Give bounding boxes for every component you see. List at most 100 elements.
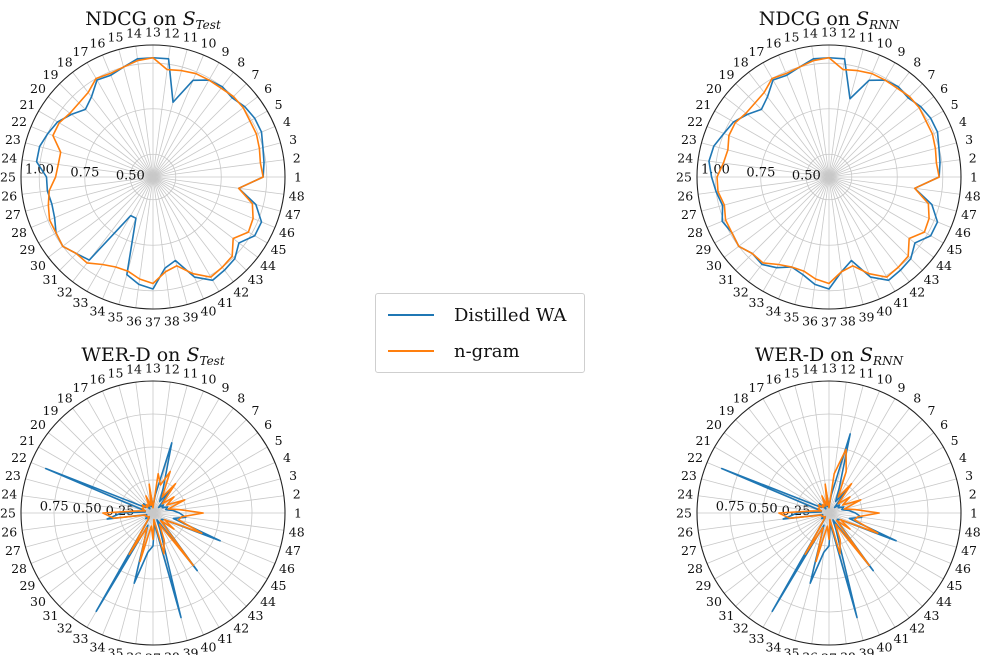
category-label: 39 <box>183 646 199 655</box>
category-label: 17 <box>73 44 89 59</box>
category-label: 44 <box>260 258 276 273</box>
category-label: 9 <box>222 380 230 395</box>
category-label: 30 <box>706 594 722 609</box>
category-label: 13 <box>821 361 837 376</box>
category-label: 29 <box>695 242 711 257</box>
category-label: 3 <box>289 132 297 147</box>
r-tick-label: 0.75 <box>40 500 69 515</box>
category-label: 42 <box>233 285 249 300</box>
spoke-gridline <box>25 142 154 178</box>
category-label: 16 <box>766 36 782 51</box>
category-label: 19 <box>719 403 735 418</box>
category-label: 45 <box>947 578 963 593</box>
category-label: 8 <box>913 54 921 69</box>
spoke-gridline <box>38 176 154 244</box>
polar-frame <box>696 44 962 310</box>
spoke-gridline <box>152 96 258 178</box>
spoke-gridline <box>778 176 830 300</box>
category-label: 30 <box>30 594 46 609</box>
category-label: 2 <box>293 151 301 166</box>
category-label: 38 <box>840 313 856 328</box>
category-label: 36 <box>802 649 818 655</box>
spoke-gridline <box>48 96 154 178</box>
category-label: 5 <box>951 97 959 112</box>
category-label: 2 <box>969 151 977 166</box>
spoke-gridline <box>135 46 154 178</box>
category-label: 25 <box>676 506 692 521</box>
category-label: 48 <box>289 188 305 203</box>
category-label: 38 <box>164 313 180 328</box>
category-label: 12 <box>164 26 180 41</box>
spoke-gridline <box>706 126 830 178</box>
spoke-gridline <box>828 176 864 305</box>
r-tick-label: 0.50 <box>749 502 778 517</box>
category-label: 21 <box>19 97 35 112</box>
category-label: 6 <box>940 81 948 96</box>
spoke-gridline <box>698 159 830 178</box>
ring-gridline <box>805 153 853 201</box>
title-var: S <box>856 8 870 30</box>
category-label: 1 <box>294 506 302 521</box>
category-label: 1 <box>970 170 978 185</box>
legend-label: Distilled WA <box>454 304 567 326</box>
category-label: 11 <box>859 29 875 44</box>
spoke-gridline <box>828 83 923 178</box>
category-label: 18 <box>57 390 73 405</box>
category-label: 13 <box>821 25 837 40</box>
category-label: 43 <box>248 608 264 623</box>
spoke-gridline <box>748 72 830 178</box>
category-label: 41 <box>218 631 234 646</box>
radar-chart-1: 0.500.751.00 1234567891011121314151617181… <box>676 25 981 330</box>
category-label: 43 <box>924 272 940 287</box>
category-label: 25 <box>0 506 16 521</box>
spoke-gridline <box>102 176 154 300</box>
category-label: 37 <box>145 651 161 655</box>
title-main: NDCG on <box>85 8 183 30</box>
polar-frame <box>696 380 962 646</box>
category-label: 32 <box>733 285 749 300</box>
category-label: 32 <box>733 621 749 636</box>
category-label: 20 <box>706 417 722 432</box>
spoke-gridline <box>811 46 830 178</box>
category-label: 43 <box>924 608 940 623</box>
category-label: 20 <box>706 81 722 96</box>
spoke-gridline <box>828 176 847 308</box>
category-label: 5 <box>275 433 283 448</box>
category-label: 22 <box>687 450 703 465</box>
spoke-gridline <box>30 176 154 228</box>
spoke-gridline <box>828 110 944 178</box>
category-label: 10 <box>201 36 217 51</box>
legend-label: n-gram <box>454 340 520 362</box>
spoke-gridline <box>152 176 268 244</box>
category-label: 1 <box>970 506 978 521</box>
category-label: 41 <box>894 631 910 646</box>
spoke-gridline <box>828 176 896 292</box>
category-label: 44 <box>936 594 952 609</box>
category-label: 4 <box>959 450 967 465</box>
category-label: 11 <box>859 365 875 380</box>
category-label: 37 <box>821 315 837 330</box>
ring-gridline <box>86 446 220 580</box>
category-label: 32 <box>57 621 73 636</box>
category-label: 4 <box>959 114 967 129</box>
category-label: 15 <box>108 365 124 380</box>
category-label: 16 <box>90 36 106 51</box>
category-label: 41 <box>894 295 910 310</box>
category-label: 31 <box>719 272 735 287</box>
category-label: 10 <box>877 36 893 51</box>
legend-swatch-distilled-wa <box>388 314 434 316</box>
category-label: 17 <box>749 44 765 59</box>
category-label: 12 <box>164 362 180 377</box>
category-label: 9 <box>898 380 906 395</box>
category-label: 44 <box>936 258 952 273</box>
title-main: WER-D on <box>81 344 187 366</box>
r-tick-label: 1.00 <box>701 163 730 178</box>
category-label: 41 <box>218 295 234 310</box>
polar-frame <box>20 44 286 310</box>
category-label: 4 <box>283 114 291 129</box>
category-label: 14 <box>126 362 142 377</box>
category-label: 20 <box>30 417 46 432</box>
category-label: 28 <box>687 561 703 576</box>
category-label: 35 <box>784 310 800 325</box>
category-label: 3 <box>965 468 973 483</box>
